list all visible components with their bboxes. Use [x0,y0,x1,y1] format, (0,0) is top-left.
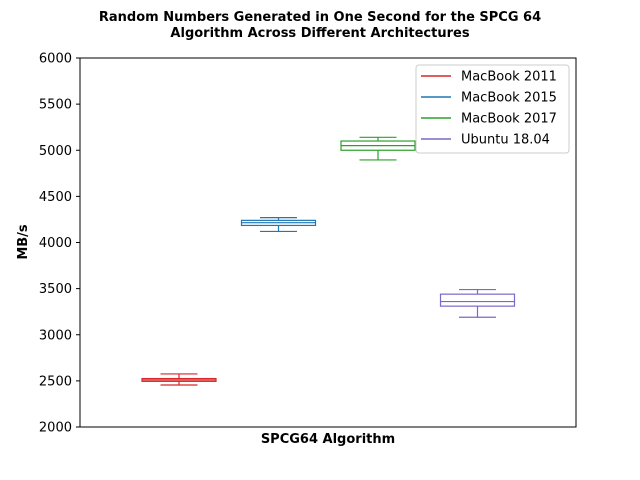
box-macbook-2011 [141,373,217,386]
iqr-box [439,293,516,307]
y-tick-label: 5000 [39,144,72,159]
x-axis-label: SPCG64 Algorithm [261,432,395,447]
y-tick-label: 3000 [39,328,72,343]
legend-label: MacBook 2011 [461,70,557,85]
box-ubuntu-18-04 [439,288,516,318]
y-tick-label: 4500 [39,190,72,205]
y-axis-label: MB/s [16,224,31,260]
boxes-group [141,136,516,386]
chart-title-line-2: Algorithm Across Different Architectures [170,26,469,41]
box-macbook-2015 [240,216,317,233]
y-tick-label: 3500 [39,282,72,297]
legend-label: Ubuntu 18.04 [461,133,550,148]
legend-item: Ubuntu 18.04 [421,133,550,148]
legend: MacBook 2011 MacBook 2015 MacBook 2017 Ubun… [415,64,570,154]
y-tick-label: 4000 [39,236,72,251]
legend-item: MacBook 2015 [421,91,557,106]
legend-item: MacBook 2011 [421,70,557,85]
y-axis: 2000 2500 3000 3500 4000 4500 5000 5500 6000 [39,52,80,436]
y-tick-label: 2500 [39,374,72,389]
box-macbook-2017 [340,136,416,161]
legend-label: MacBook 2017 [461,112,557,127]
y-tick-label: 2000 [39,421,72,436]
legend-label: MacBook 2015 [461,91,557,106]
legend-frame [415,64,570,154]
chart-title-line-1: Random Numbers Generated in One Second f… [99,10,541,25]
legend-item: MacBook 2017 [421,112,557,127]
y-tick-label: 5500 [39,98,72,113]
y-tick-label: 6000 [39,52,72,67]
